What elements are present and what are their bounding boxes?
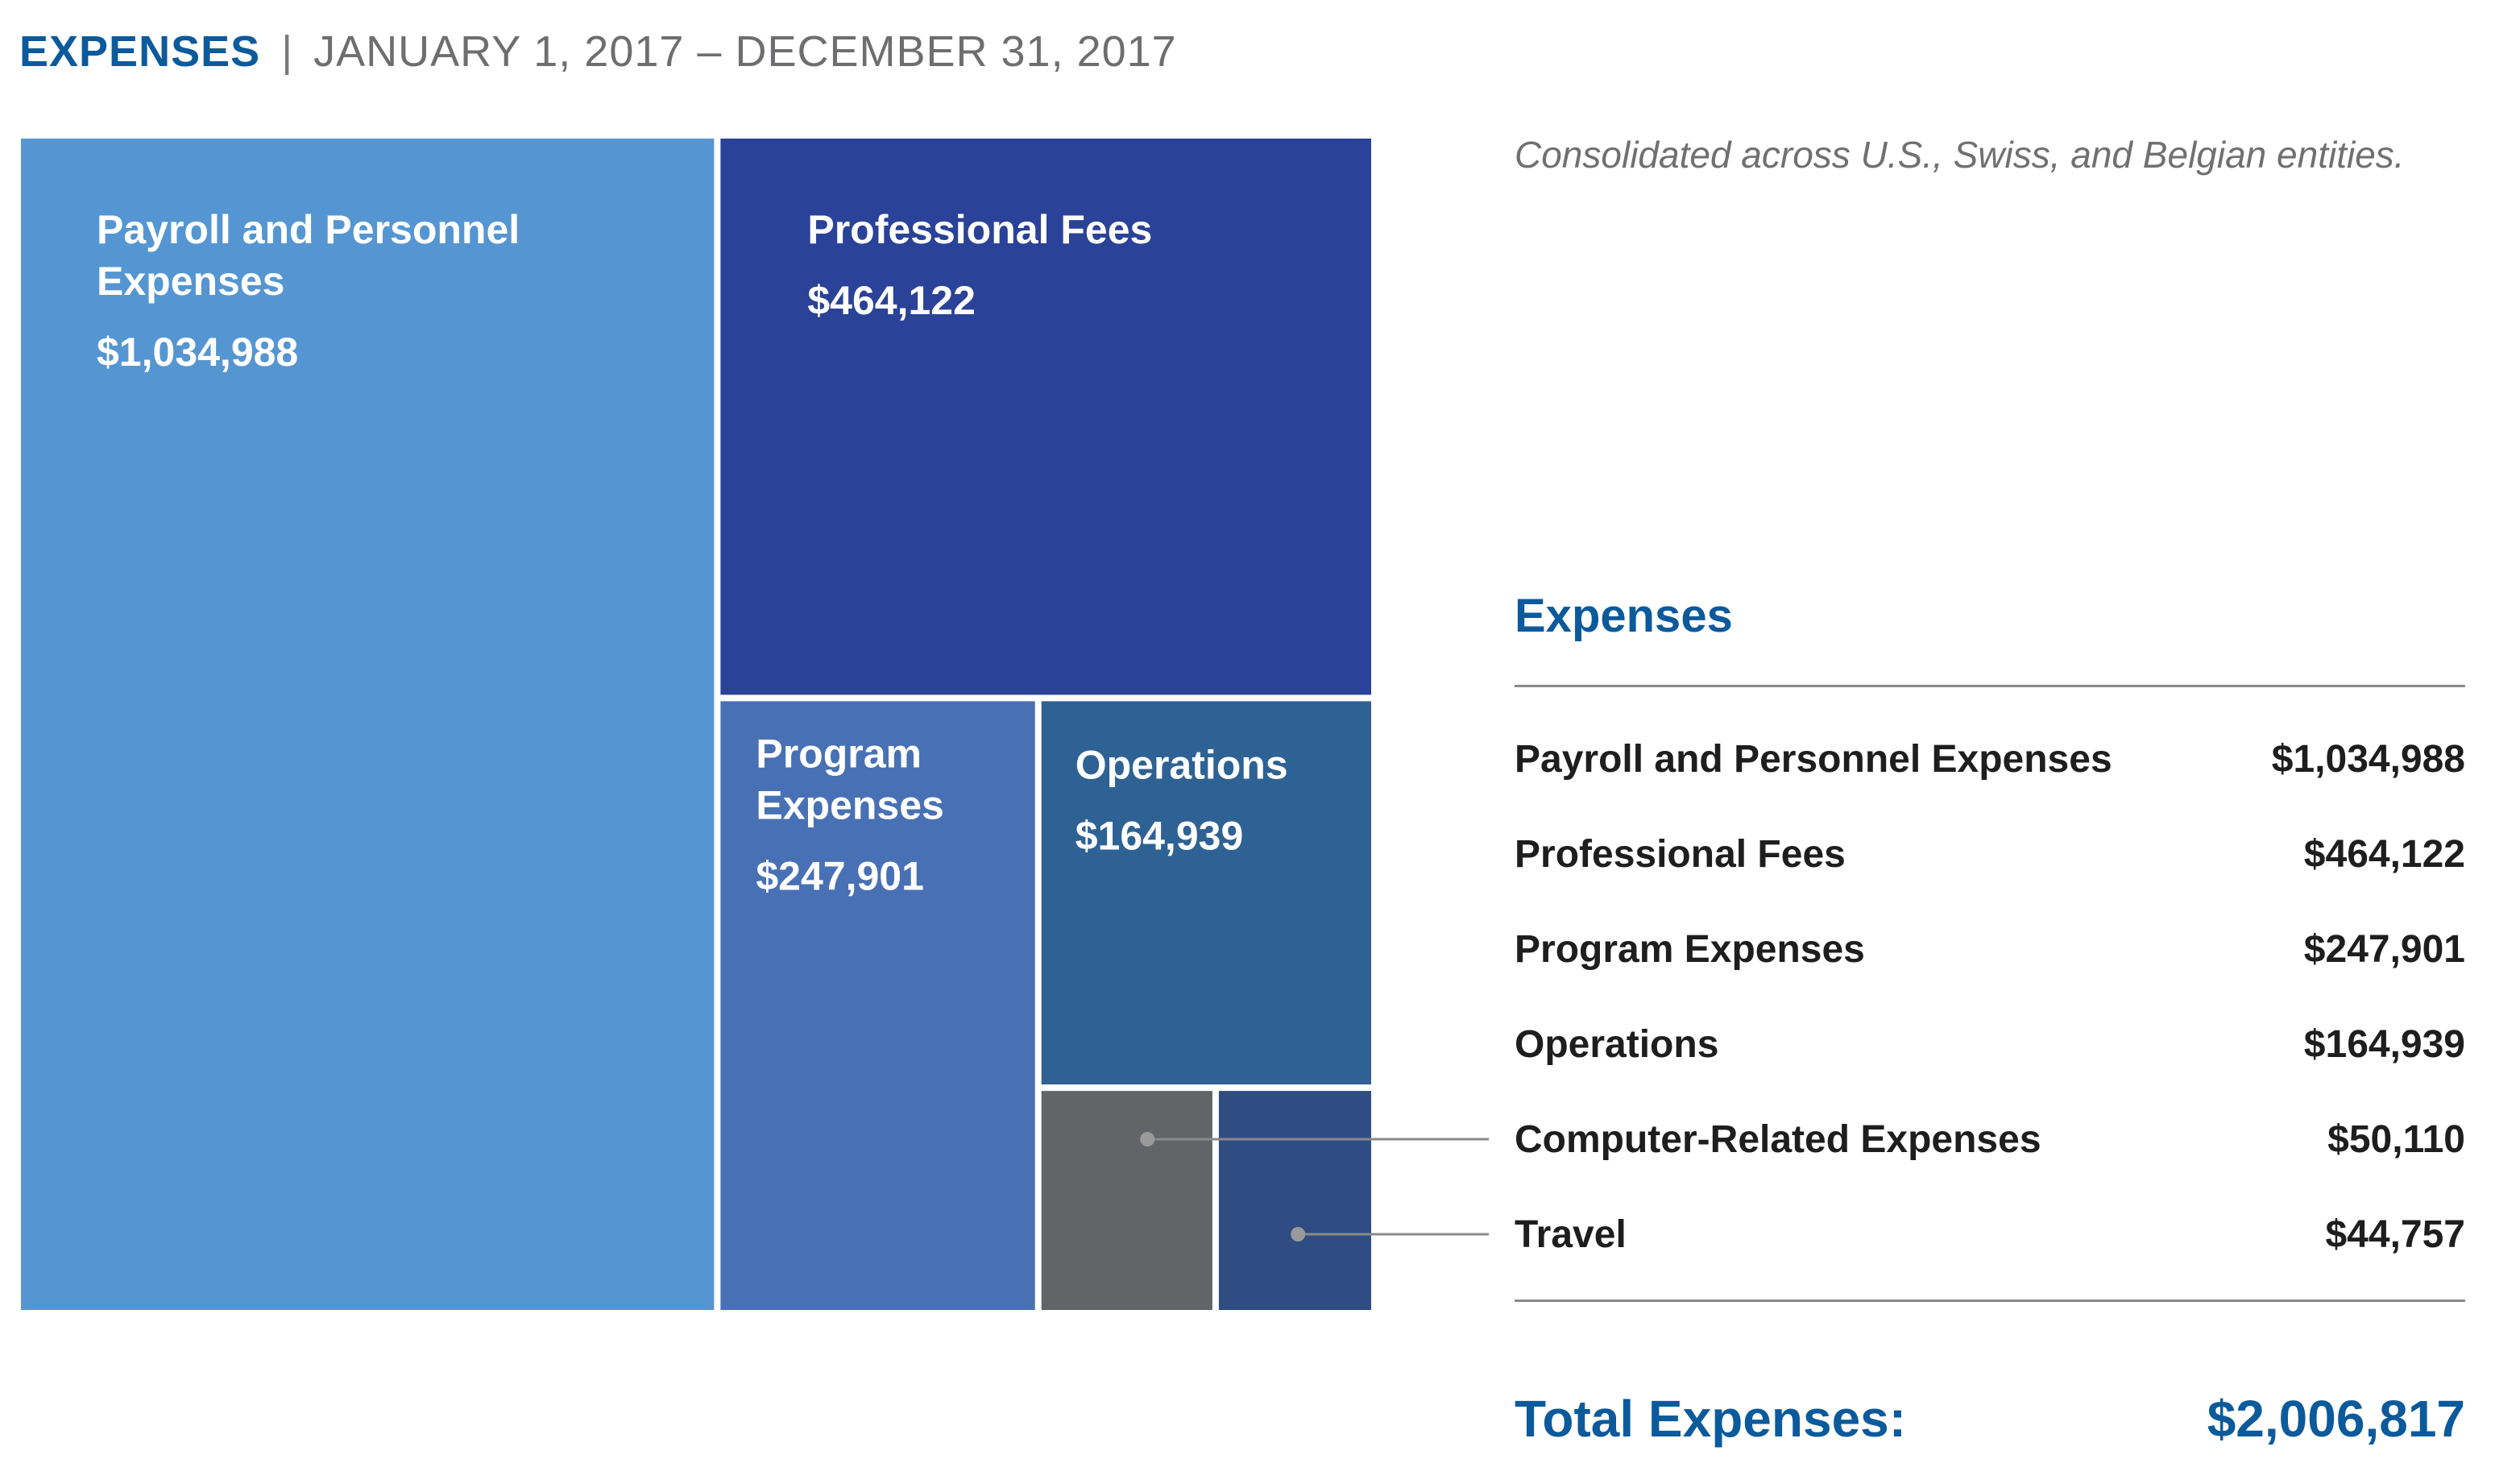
- tile-label-operations: Operations: [1076, 742, 1288, 787]
- summary-rows: Payroll and Personnel Expenses $1,034,98…: [1515, 687, 2465, 1300]
- reporting-period: JANUARY 1, 2017 – DECEMBER 31, 2017: [313, 27, 1177, 76]
- tile-value-operations: $164,939: [1076, 813, 1244, 858]
- page-title: EXPENSES: [19, 27, 261, 76]
- row-amount: $44,757: [2325, 1212, 2465, 1256]
- expenses-summary-panel: Expenses Payroll and Personnel Expenses …: [1515, 580, 2465, 1455]
- tile-operations: [1041, 701, 1371, 1085]
- total-amount: $2,006,817: [2207, 1390, 2465, 1448]
- tile-value-professional-fees: $464,122: [807, 278, 976, 323]
- row-amount: $464,122: [2303, 832, 2465, 876]
- tile-label-program-expenses: Program: [756, 731, 922, 776]
- row-amount: $1,034,988: [2271, 737, 2465, 781]
- row-label: Computer-Related Expenses: [1515, 1117, 2041, 1161]
- row-amount: $164,939: [2303, 1022, 2465, 1066]
- summary-top-divider: [1515, 685, 2465, 687]
- row-label: Payroll and Personnel Expenses: [1515, 737, 2112, 781]
- summary-row-computer-related: Computer-Related Expenses $50,110: [1515, 1092, 2465, 1187]
- row-label: Program Expenses: [1515, 927, 1865, 971]
- row-amount: $247,901: [2303, 927, 2465, 971]
- summary-row-program-expenses: Program Expenses $247,901: [1515, 902, 2465, 997]
- summary-bottom-divider: [1515, 1300, 2465, 1302]
- tile-payroll-and-personnel-expenses: [21, 139, 715, 1310]
- row-label: Travel: [1515, 1212, 1627, 1256]
- tile-travel: [1218, 1091, 1371, 1310]
- tile-label-payroll-and-personnel-expenses: Expenses: [97, 259, 284, 304]
- summary-row-professional-fees: Professional Fees $464,122: [1515, 806, 2465, 902]
- tile-value-program-expenses: $247,901: [756, 853, 924, 898]
- row-label: Operations: [1515, 1022, 1719, 1066]
- row-label: Professional Fees: [1515, 832, 1846, 876]
- leader-dot-travel: [1291, 1227, 1306, 1242]
- page-header: EXPENSES | JANUARY 1, 2017 – DECEMBER 31…: [19, 23, 1177, 81]
- title-separator: |: [281, 27, 293, 76]
- row-amount: $50,110: [2327, 1117, 2465, 1161]
- consolidation-note: Consolidated across U.S., Swiss, and Bel…: [1515, 134, 2405, 176]
- summary-row-travel: Travel $44,757: [1515, 1187, 2465, 1282]
- tile-value-payroll-and-personnel-expenses: $1,034,988: [97, 330, 298, 375]
- total-label: Total Expenses:: [1515, 1390, 1907, 1448]
- total-expenses: Total Expenses: $2,006,817: [1515, 1382, 2465, 1455]
- tile-label-payroll-and-personnel-expenses: Payroll and Personnel: [97, 207, 520, 252]
- summary-title: Expenses: [1515, 590, 1733, 642]
- summary-row-payroll: Payroll and Personnel Expenses $1,034,98…: [1515, 711, 2465, 806]
- tile-professional-fees: [720, 139, 1371, 695]
- tile-program-expenses: [720, 701, 1035, 1310]
- summary-row-operations: Operations $164,939: [1515, 997, 2465, 1092]
- tile-label-professional-fees: Professional Fees: [807, 207, 1152, 252]
- tile-computer-related-expenses: [1041, 1091, 1212, 1310]
- tile-label-program-expenses: Expenses: [756, 782, 943, 827]
- leader-dot-computer-related-expenses: [1140, 1132, 1155, 1146]
